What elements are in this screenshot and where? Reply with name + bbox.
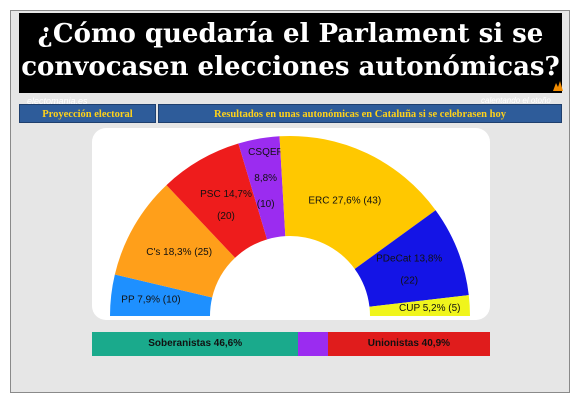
segment-shape bbox=[110, 274, 213, 316]
tagline: calentando el otoño bbox=[481, 96, 551, 105]
chart-panel: PP 7,9% (10) C's 18,3% (25) PSC 14,7% (20) C… bbox=[92, 128, 490, 320]
bloc-0: Soberanistas 46,6% bbox=[92, 332, 299, 356]
title-line-1: ¿Cómo quedaría el Parlament si se bbox=[37, 19, 544, 49]
segment-cup: CUP 5,2% (5) bbox=[369, 295, 470, 316]
segment-shape bbox=[279, 136, 436, 269]
segment-shape bbox=[369, 295, 470, 316]
site-name: electomania.es bbox=[27, 96, 88, 106]
segment-label: PSC 14,7% bbox=[200, 189, 252, 200]
segment-pdecat: PDeCat 13,8% (22) bbox=[354, 210, 469, 307]
page-title: ¿Cómo quedaría el Parlament si se convoc… bbox=[19, 18, 562, 84]
segment-erc: ERC 27,6% (43) bbox=[279, 136, 436, 269]
segment-shape bbox=[238, 136, 286, 240]
segment-label: (20) bbox=[217, 211, 235, 222]
segment-psc: PSC 14,7% (20) bbox=[166, 143, 268, 258]
segment-label: (22) bbox=[400, 275, 418, 286]
segment-pp: PP 7,9% (10) bbox=[110, 274, 213, 316]
segment-shape bbox=[354, 210, 469, 307]
bloc-2: Unionistas 40,9% bbox=[327, 332, 490, 356]
segment-label: ERC 27,6% (43) bbox=[308, 195, 381, 206]
segment-csqep: CSQEP 8,8% (10) bbox=[238, 136, 286, 240]
title-banner: ¿Cómo quedaría el Parlament si se convoc… bbox=[19, 13, 563, 106]
tab-results-description: Resultados en unas autonómicas en Catalu… bbox=[158, 104, 562, 123]
bloc-1 bbox=[298, 332, 328, 356]
title-line-2: convocasen elecciones autonómicas? bbox=[21, 52, 560, 82]
segment-shape bbox=[114, 185, 236, 298]
segment-label: PDeCat 13,8% bbox=[376, 253, 442, 264]
segment-label: C's 18,3% (25) bbox=[146, 247, 212, 258]
segment-label: (10) bbox=[257, 199, 275, 210]
segment-cs: C's 18,3% (25) bbox=[114, 185, 236, 298]
flame-logo-icon bbox=[553, 81, 563, 91]
bloc-bar: Soberanistas 46,6% Unionistas 40,9% bbox=[92, 332, 490, 356]
segment-label: 8,8% bbox=[254, 173, 277, 184]
parliament-chart: PP 7,9% (10)C's 18,3% (25)PSC 14,7%(20)C… bbox=[110, 136, 470, 316]
segment-shape bbox=[166, 143, 268, 258]
segment-label: CSQEP bbox=[248, 147, 283, 158]
segment-label: CUP 5,2% (5) bbox=[399, 303, 461, 314]
segment-label: PP 7,9% (10) bbox=[121, 295, 180, 306]
tab-electoral-projection: Proyección electoral bbox=[19, 104, 156, 123]
